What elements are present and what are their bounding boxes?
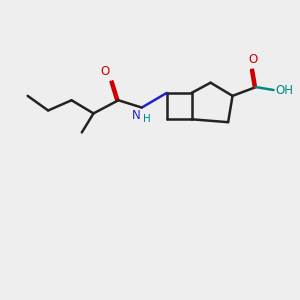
Text: O: O	[248, 53, 258, 66]
Text: O: O	[100, 65, 109, 78]
Text: H: H	[143, 114, 151, 124]
Text: N: N	[132, 109, 140, 122]
Text: OH: OH	[276, 83, 294, 97]
